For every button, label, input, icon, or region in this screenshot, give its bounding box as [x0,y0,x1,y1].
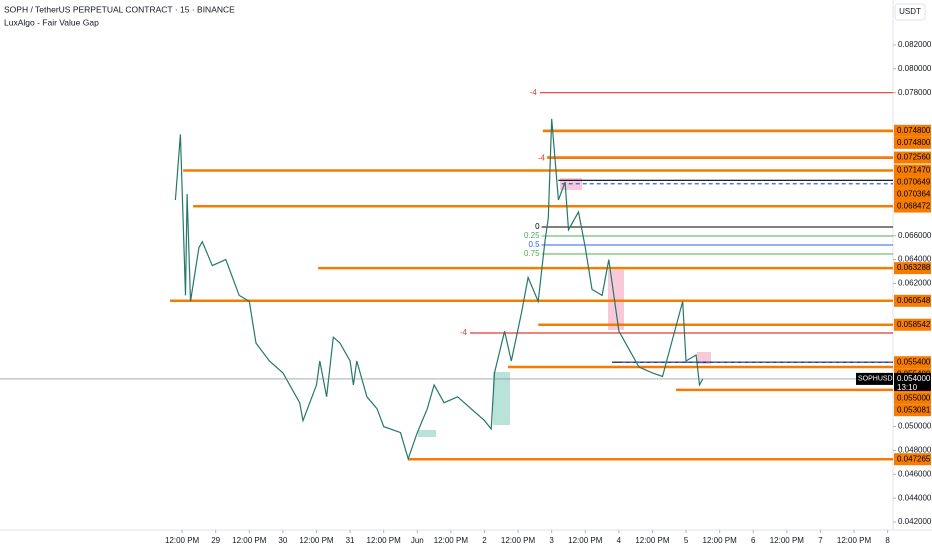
level-label-box [894,262,931,275]
level-label: 0.071470 [897,166,931,175]
fib-label: 0.25 [524,231,540,240]
level-label: 0.068472 [897,202,931,211]
level-label-box [894,453,931,466]
y-tick-label: 0.078000 [898,88,932,97]
level-label: 0.060548 [897,296,931,305]
current-price-label: 0.054000 [897,374,931,383]
y-tick-label: 0.062000 [898,279,932,288]
level-label-box [894,164,931,177]
red-level-label: -4 [530,88,538,97]
fib-label: 0.5 [528,240,540,249]
symbol-box [856,372,893,385]
x-tick-label: 6 [751,536,756,545]
x-tick-label: 12:00 PM [299,536,334,545]
x-tick-label: 12:00 PM [165,536,200,545]
level-label-box [894,294,931,307]
y-tick-label: 0.042000 [898,517,932,526]
level-label-box [894,151,931,164]
currency[interactable]: USDT [899,7,921,16]
x-tick-label: 12:00 PM [703,536,738,545]
fvg-box [697,352,711,364]
level-label: 0.058542 [897,320,931,329]
y-tick-label: 0.082000 [898,40,932,49]
current-price-box [894,372,931,391]
level-label-box [894,124,931,137]
red-level-label: -4 [538,153,546,162]
level-label: 0.070364 [897,190,931,199]
level-label: 0.053081 [897,405,931,414]
x-tick-label: 4 [617,536,622,545]
level-label: 0.074800 [897,138,931,147]
level-label: 0.047265 [897,454,931,463]
y-tick-label: 0.050000 [898,422,932,431]
level-label: 0.055000 [897,393,931,402]
fvg-box [418,430,436,437]
x-tick-label: 3 [549,536,554,545]
x-tick-label: 8 [885,536,890,545]
fib-label: 0 [535,222,540,231]
level-label: 0.055400 [897,357,931,366]
x-tick-label: 12:00 PM [434,536,469,545]
y-tick-label: 0.046000 [898,469,932,478]
level-label: 0.063288 [897,263,931,272]
level-label-box [894,176,931,189]
x-tick-label: 2 [482,536,487,545]
x-tick-label: 12:00 PM [635,536,670,545]
level-label-box [894,318,931,331]
x-tick-label: 12:00 PM [837,536,872,545]
x-tick-label: Jun [411,536,424,545]
x-tick-label: 31 [346,536,355,545]
level-label-box [894,404,931,417]
fvg-box [493,372,510,425]
level-label-box [894,188,931,201]
level-label-box [894,392,931,405]
level-label: 0.072560 [897,153,931,162]
x-tick-label: 12:00 PM [501,536,536,545]
x-tick-label: 12:00 PM [367,536,402,545]
y-tick-label: 0.044000 [898,493,932,502]
x-tick-label: 12:00 PM [568,536,603,545]
price-line [174,118,704,461]
symbol-label: SOPHUSDT.P [858,376,903,383]
x-tick-label: 30 [278,536,287,545]
chart-title: SOPH / TetherUS PERPETUAL CONTRACT · 15 … [4,4,235,14]
y-tick-label: 0.048000 [898,446,932,455]
level-label: 0.074800 [897,126,931,135]
level-label-box [894,356,931,369]
level-label-box [894,200,931,213]
y-tick-label: 0.066000 [898,231,932,240]
x-tick-label: 7 [818,536,823,545]
level-label-box [894,136,931,149]
red-level-label: -4 [460,328,468,337]
level-label: 0.070649 [897,178,931,187]
countdown: 13:10 [897,383,918,392]
x-tick-label: 5 [684,536,689,545]
x-tick-label: 12:00 PM [232,536,267,545]
y-tick-label: 0.080000 [898,64,932,73]
y-tick-label: 0.064000 [898,255,932,264]
x-tick-label: 12:00 PM [770,536,805,545]
currency-button[interactable] [894,3,926,21]
x-tick-label: 29 [211,536,220,545]
fib-label: 0.75 [524,249,540,258]
indicator-name: LuxAlgo - Fair Value Gap [4,17,99,27]
